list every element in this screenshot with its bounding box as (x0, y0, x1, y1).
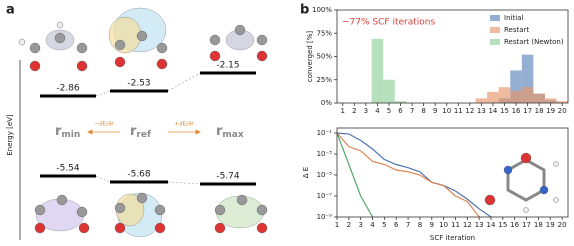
y-tick-label: 25% (316, 76, 332, 84)
arrows (87, 129, 201, 135)
series-line (337, 132, 374, 217)
legend-swatch (490, 39, 500, 45)
x-tick-label: 17 (523, 107, 532, 115)
arrow-label: +∂E/∂r (174, 121, 194, 128)
axes-frame (336, 127, 569, 218)
x-tick-label: 4 (370, 221, 375, 229)
x-tick-label: 13 (475, 221, 484, 229)
bar (533, 93, 545, 103)
connectors (95, 72, 201, 185)
annotation: −77% SCF iterations (342, 18, 435, 28)
x-tick-label: 9 (433, 107, 437, 115)
level-label: -2.15 (216, 61, 239, 71)
x-tick-label: 1 (341, 107, 345, 115)
x-tick-label: 3 (364, 107, 368, 115)
energy-levels (40, 71, 256, 186)
y-tick-label: 10⁻⁵ (317, 171, 333, 179)
bar (521, 87, 534, 103)
x-tick-label: 14 (487, 221, 496, 229)
x-tick-label: 20 (558, 107, 567, 115)
x-tick-label: 3 (358, 221, 362, 229)
level-label: -2.53 (127, 79, 150, 89)
level-label: -5.74 (216, 172, 240, 182)
x-tick-label: 5 (387, 107, 391, 115)
y-axis-label: Δ E (302, 167, 310, 178)
y-axis-label: Energy [eV] (6, 114, 14, 156)
y-tick-label: 75% (316, 29, 332, 37)
x-tick-label: 1 (335, 221, 339, 229)
bar (544, 98, 557, 103)
y-tick-label: 10⁻⁷ (317, 192, 333, 200)
x-tick-label: 13 (477, 107, 486, 115)
legend-swatch (490, 15, 500, 21)
x-axis-label: SCF iteration (430, 234, 475, 242)
x-tick-label: 19 (546, 107, 555, 115)
series-line (337, 132, 480, 217)
x-tick-label: 7 (410, 107, 414, 115)
geometry-label: rmin (55, 124, 80, 140)
x-tick-label: 12 (463, 221, 472, 229)
x-tick-label: 4 (375, 107, 380, 115)
x-tick-label: 16 (510, 221, 519, 229)
y-tick-label: 10⁻⁹ (317, 213, 333, 221)
bar (394, 101, 407, 103)
x-tick-label: 11 (454, 107, 463, 115)
y-tick-label: 10⁻¹ (317, 129, 333, 137)
arrow-label: −∂E/∂r (94, 121, 114, 128)
x-tick-label: 15 (500, 107, 509, 115)
y-axis-label: converged [%] (306, 31, 314, 83)
panel-label: a (6, 3, 15, 18)
x-tick-label: 15 (498, 221, 507, 229)
panel-label: b (300, 3, 309, 18)
x-tick-label: 6 (394, 221, 399, 229)
x-tick-label: 8 (421, 107, 425, 115)
x-tick-label: 7 (406, 221, 410, 229)
x-tick-label: 8 (418, 221, 422, 229)
x-tick-label: 2 (352, 107, 356, 115)
legend-swatch (490, 27, 500, 33)
x-tick-label: 20 (558, 221, 567, 229)
bar (556, 101, 568, 103)
level-label: -5.54 (56, 164, 80, 174)
x-tick-label: 10 (439, 221, 448, 229)
x-tick-label: 12 (465, 107, 474, 115)
x-tick-label: 16 (512, 107, 521, 115)
molecule-inset (484, 152, 559, 213)
bar (498, 87, 511, 103)
x-tick-label: 5 (382, 221, 386, 229)
axes-frame (336, 9, 569, 104)
level-label: -2.86 (56, 84, 80, 94)
y-tick-label: 0% (321, 99, 332, 107)
x-tick-label: 10 (442, 107, 451, 115)
geometry-label: rmax (216, 124, 244, 140)
legend-label: Restart (Newton) (504, 38, 564, 46)
x-tick-label: 11 (451, 221, 460, 229)
legend-label: Initial (504, 14, 523, 22)
x-tick-label: 2 (347, 221, 351, 229)
level-label: -5.68 (127, 170, 151, 180)
bar (487, 91, 499, 103)
bar (383, 79, 395, 103)
bar (510, 70, 522, 103)
bar (510, 90, 522, 103)
bar (371, 38, 384, 103)
bar (475, 98, 488, 103)
x-tick-label: 6 (398, 107, 403, 115)
legend-label: Restart (504, 26, 529, 34)
geometry-label: rref (130, 124, 151, 140)
x-tick-label: 18 (534, 221, 543, 229)
x-tick-label: 14 (488, 107, 497, 115)
y-tick-label: 100% (312, 6, 332, 14)
x-tick-label: 18 (535, 107, 544, 115)
series-line (337, 132, 492, 217)
y-tick-label: 50% (316, 53, 332, 61)
x-tick-label: 9 (430, 221, 434, 229)
bar (521, 54, 534, 103)
x-tick-label: 19 (546, 221, 555, 229)
molecules (18, 7, 268, 238)
x-tick-label: 17 (522, 221, 531, 229)
panel-a: a Energy [eV] -2.86 -2.53 -2.15 -5.54 -5… (6, 3, 268, 240)
y-tick-label: 10⁻³ (317, 150, 333, 158)
